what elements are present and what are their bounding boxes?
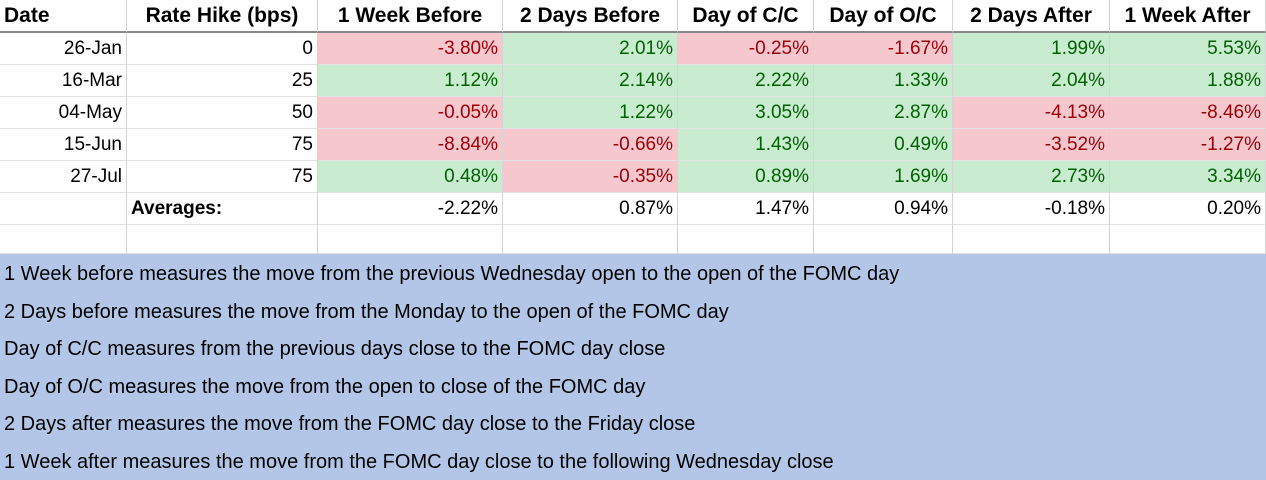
table-cell: 1.43% — [678, 129, 814, 161]
table-cell: 26-Jan — [0, 33, 127, 65]
header-cell: Date — [0, 0, 127, 33]
table-cell: 0 — [127, 33, 318, 65]
averages-label: Averages: — [127, 193, 318, 225]
header-cell: Day of C/C — [678, 0, 814, 33]
note-line: 1 Week before measures the move from the… — [4, 263, 900, 285]
note-line: Day of C/C measures from the previous da… — [4, 338, 666, 360]
table-cell: 1.22% — [503, 97, 678, 129]
note-line: 2 Days after measures the move from the … — [4, 413, 696, 435]
average-cell: 0.87% — [503, 193, 678, 225]
table-cell: 2.22% — [678, 65, 814, 97]
header-cell: Day of O/C — [814, 0, 953, 33]
empty-cell — [318, 225, 503, 254]
table-cell: 1.99% — [953, 33, 1110, 65]
notes-area: 1 Week before measures the move from the… — [0, 254, 1266, 480]
table-cell: 2.04% — [953, 65, 1110, 97]
empty-cell — [678, 225, 814, 254]
table-cell: 1.12% — [318, 65, 503, 97]
table-cell: 2.73% — [953, 161, 1110, 193]
table-cell: -0.05% — [318, 97, 503, 129]
table-cell: 16-Mar — [0, 65, 127, 97]
table-cell: 75 — [127, 129, 318, 161]
table-cell: -0.35% — [503, 161, 678, 193]
table-cell: 2.87% — [814, 97, 953, 129]
average-cell: -2.22% — [318, 193, 503, 225]
average-cell: 1.47% — [678, 193, 814, 225]
average-cell: 0.94% — [814, 193, 953, 225]
table-cell: 0.48% — [318, 161, 503, 193]
header-cell: 1 Week Before — [318, 0, 503, 33]
table-cell: 3.34% — [1110, 161, 1266, 193]
table-cell: -8.46% — [1110, 97, 1266, 129]
table-cell: 27-Jul — [0, 161, 127, 193]
table-cell: -1.67% — [814, 33, 953, 65]
table-cell: 1.88% — [1110, 65, 1266, 97]
table-cell: 1.69% — [814, 161, 953, 193]
empty-cell — [1110, 225, 1266, 254]
table-cell: 50 — [127, 97, 318, 129]
table-cell: 25 — [127, 65, 318, 97]
table-cell: 5.53% — [1110, 33, 1266, 65]
empty-cell — [953, 225, 1110, 254]
note-line: 1 Week after measures the move from the … — [4, 450, 834, 473]
table-cell: 2.14% — [503, 65, 678, 97]
table-cell: -4.13% — [953, 97, 1110, 129]
note-line: Day of O/C measures the move from the op… — [4, 375, 646, 398]
table-cell: 3.05% — [678, 97, 814, 129]
table-cell: -1.27% — [1110, 129, 1266, 161]
header-cell: Rate Hike (bps) — [127, 0, 318, 33]
empty-cell — [814, 225, 953, 254]
table-cell: 0.89% — [678, 161, 814, 193]
table-cell: -3.52% — [953, 129, 1110, 161]
table-cell: 15-Jun — [0, 129, 127, 161]
note-line: 2 Days before measures the move from the… — [4, 300, 729, 323]
empty-cell — [127, 225, 318, 254]
header-cell: 2 Days After — [953, 0, 1110, 33]
table-cell: -3.80% — [318, 33, 503, 65]
table-cell: 1.33% — [814, 65, 953, 97]
table-cell: 04-May — [0, 97, 127, 129]
table-cell: 75 — [127, 161, 318, 193]
empty-cell — [503, 225, 678, 254]
table-cell: 0.49% — [814, 129, 953, 161]
empty-cell — [0, 193, 127, 225]
header-cell: 2 Days Before — [503, 0, 678, 33]
header-cell: 1 Week After — [1110, 0, 1266, 33]
table-cell: -0.25% — [678, 33, 814, 65]
table-cell: -0.66% — [503, 129, 678, 161]
empty-cell — [0, 225, 127, 254]
average-cell: 0.20% — [1110, 193, 1266, 225]
average-cell: -0.18% — [953, 193, 1110, 225]
table-cell: -8.84% — [318, 129, 503, 161]
table-cell: 2.01% — [503, 33, 678, 65]
